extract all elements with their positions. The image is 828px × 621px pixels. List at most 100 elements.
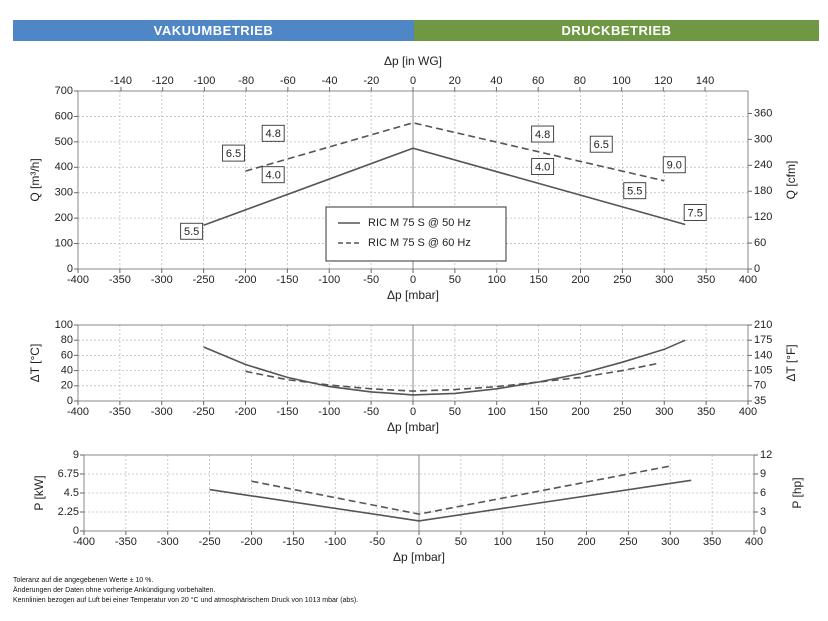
- chart3-x-tick-label: 250: [619, 536, 637, 548]
- chart1-x-tick-label: 150: [529, 274, 547, 286]
- chart3-x-tick-label: -250: [199, 536, 221, 548]
- footnote-changes: Änderungen der Daten ohne vorherige Ankü…: [13, 587, 216, 594]
- chart1-y-tick-label: 200: [55, 212, 73, 224]
- chart3-x-tick-label: -100: [324, 536, 346, 548]
- chart2-y-tick-label: 80: [61, 334, 73, 346]
- footnote-tolerance: Toleranz auf die angegebenen Werte ± 10 …: [13, 577, 154, 584]
- chart1-x-tick-label: 400: [739, 274, 757, 286]
- chart1-annotation-box: [180, 222, 204, 240]
- chart2-x-tick-label: 200: [571, 406, 589, 418]
- chart1-y-axis-label: Q [m³/h]: [28, 158, 42, 201]
- chart1-x2-tick-label: 40: [490, 75, 502, 87]
- druckbetrieb-label: DRUCKBETRIEB: [561, 23, 672, 38]
- chart2-x-tick-label: 400: [739, 406, 757, 418]
- chart3-y-tick-label: 9: [73, 449, 79, 461]
- chart1-x2-tick-label: 80: [574, 75, 586, 87]
- chart2-x-tick-label: 0: [410, 406, 416, 418]
- chart3-x-tick-label: -350: [115, 536, 137, 548]
- chart1-x-tick-label: -300: [151, 274, 173, 286]
- chart1-y-tick-label: 400: [55, 161, 73, 173]
- chart2-x-tick-label: 250: [613, 406, 631, 418]
- chart1-x2-tick-label: 140: [696, 75, 714, 87]
- chart1-x-tick-label: -250: [193, 274, 215, 286]
- chart3-y2-axis-label: P [hp]: [790, 477, 804, 508]
- druckbetrieb-banner: DRUCKBETRIEB: [414, 20, 819, 41]
- legend-label-50hz: RIC M 75 S @ 50 Hz: [368, 217, 471, 229]
- chart2-y2-tick-label: 140: [754, 349, 772, 361]
- chart1-x2-tick-label: -140: [110, 75, 132, 87]
- chart3-y2-tick-label: 0: [760, 525, 766, 537]
- chart1-x-tick-label: 350: [697, 274, 715, 286]
- chart2-x-tick-label: 300: [655, 406, 673, 418]
- chart3-x-tick-label: 50: [455, 536, 467, 548]
- legend-label-60hz: RIC M 75 S @ 60 Hz: [368, 237, 471, 249]
- chart2-x-tick-label: -350: [109, 406, 131, 418]
- chart1-x2-axis-label: Δp [in WG]: [384, 54, 442, 68]
- chart1-x2-tick-label: 100: [612, 75, 630, 87]
- chart1-x-tick-label: 0: [410, 274, 416, 286]
- chart2-x-tick-label: 350: [697, 406, 715, 418]
- chart2-series-50hz-line: [203, 339, 686, 396]
- chart1-x2-tick-label: 0: [410, 75, 416, 87]
- chart1-x-tick-label: -350: [109, 274, 131, 286]
- chart2-y-tick-label: 40: [61, 365, 73, 377]
- chart1-annotation-label: 6.5: [226, 148, 241, 160]
- chart1-annotation-label: 6.5: [594, 139, 609, 151]
- chart1-annotation-label: 5.5: [184, 226, 199, 238]
- chart1-x2-tick-label: -40: [322, 75, 338, 87]
- chart2-x-tick-label: -200: [234, 406, 256, 418]
- chart3-y-tick-label: 2.25: [58, 506, 79, 518]
- vakuumbetrieb-banner: VAKUUMBETRIEB: [13, 20, 414, 41]
- chart1-annotation-box: [261, 124, 285, 142]
- chart3-x-tick-label: 300: [661, 536, 679, 548]
- chart1-y-tick-label: 300: [55, 187, 73, 199]
- chart1-x-tick-label: 100: [488, 274, 506, 286]
- chart2-y2-tick-label: 175: [754, 334, 772, 346]
- chart1-annotation-box: [531, 125, 555, 143]
- chart1-x2-tick-label: 20: [449, 75, 461, 87]
- chart1-y2-tick-label: 300: [754, 133, 772, 145]
- chart3-y2-tick-label: 9: [760, 468, 766, 480]
- chart1-annotation-box: [683, 204, 707, 221]
- chart1-y-tick-label: 0: [67, 263, 73, 275]
- chart2-x-tick-label: 50: [449, 406, 461, 418]
- legend-box: [325, 206, 507, 262]
- chart2-y-tick-label: 20: [61, 380, 73, 392]
- chart3-x-tick-label: 200: [577, 536, 595, 548]
- chart2-x-tick-label: 100: [488, 406, 506, 418]
- chart2-x-tick-label: -250: [193, 406, 215, 418]
- chart1-x2-tick-label: -100: [193, 75, 215, 87]
- chart2-x-tick-label: 150: [529, 406, 547, 418]
- chart1-x-tick-label: -50: [363, 274, 379, 286]
- chart3-x-tick-label: -300: [157, 536, 179, 548]
- chart1-x-tick-label: -200: [234, 274, 256, 286]
- chart1-annotation-box: [662, 156, 686, 174]
- chart3-x-tick-label: 150: [535, 536, 553, 548]
- chart3-y2-tick-label: 6: [760, 487, 766, 499]
- chart1-annotation-label: 9.0: [667, 160, 682, 172]
- chart2-x-tick-label: -50: [363, 406, 379, 418]
- chart2-x-tick-label: -150: [276, 406, 298, 418]
- chart1-annotation-label: 4.0: [535, 161, 550, 173]
- chart2-y-tick-label: 0: [67, 395, 73, 407]
- chart3-x-tick-label: -200: [240, 536, 262, 548]
- chart1-x2-tick-label: -80: [238, 75, 254, 87]
- chart3-y2-tick-label: 3: [760, 506, 766, 518]
- chart1-x2-tick-label: -20: [363, 75, 379, 87]
- chart1-x2-tick-label: 120: [654, 75, 672, 87]
- chart1-x2-tick-label: -60: [280, 75, 296, 87]
- vakuumbetrieb-label: VAKUUMBETRIEB: [153, 23, 274, 38]
- chart3-x-tick-label: -400: [73, 536, 95, 548]
- chart2-x-axis-label: Δp [mbar]: [387, 420, 439, 434]
- chart1-y2-tick-label: 120: [754, 211, 772, 223]
- chart1-annotation-label: 4.8: [535, 129, 550, 141]
- chart1-y2-tick-label: 360: [754, 107, 772, 119]
- chart3-y-tick-label: 0: [73, 525, 79, 537]
- chart3-x-tick-label: 0: [416, 536, 422, 548]
- chart1-x-tick-label: 200: [571, 274, 589, 286]
- chart2-x-tick-label: -300: [151, 406, 173, 418]
- chart2-series-60hz-line: [245, 362, 661, 392]
- chart3-series-60hz-line: [251, 465, 671, 515]
- chart3-series-50hz-line: [209, 479, 692, 522]
